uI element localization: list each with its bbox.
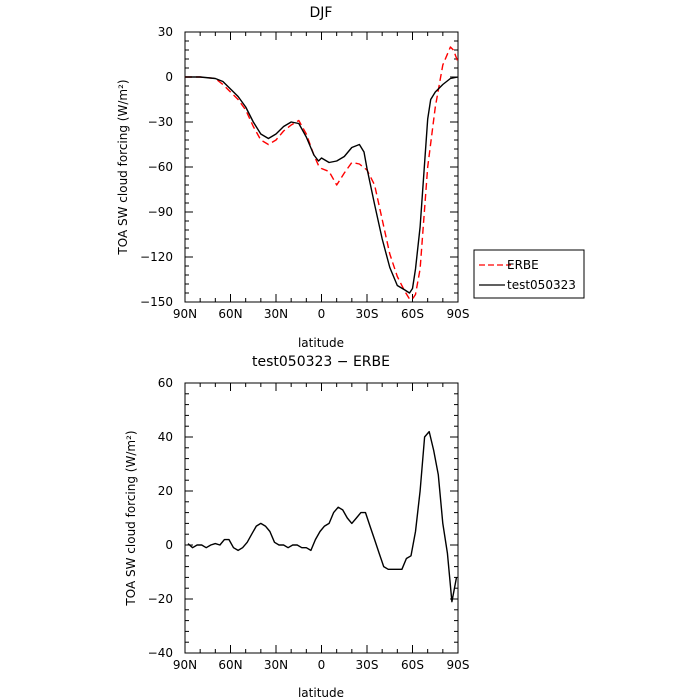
bottom-x-tick-label: 60N	[218, 658, 242, 672]
top-x-tick-label: 0	[318, 307, 326, 321]
bottom-chart-title: test050323 − ERBE	[252, 354, 390, 370]
top-y-tick-label: −30	[148, 115, 173, 129]
top-x-tick-label: 60S	[401, 307, 424, 321]
bottom-y-tick-label: 20	[158, 484, 173, 498]
top-panel: 90N 60N 30N 0 30S 60S 90S 30 0 −30 −60 −90 −120 −150	[140, 25, 469, 321]
bottom-x-tick-label: 30S	[356, 658, 379, 672]
top-x-tick-label: 30S	[356, 307, 379, 321]
bottom-x-tick-label: 90S	[447, 658, 470, 672]
bottom-y-axis-label: TOA SW cloud forcing (W/m²)	[124, 430, 138, 606]
bottom-x-tick-label: 30N	[264, 658, 288, 672]
bottom-x-tick-label: 0	[318, 658, 326, 672]
top-x-tick-label: 30N	[264, 307, 288, 321]
legend: ERBE test050323	[473, 249, 585, 299]
top-x-tick-label: 60N	[218, 307, 242, 321]
top-chart-title: DJF	[310, 5, 333, 21]
legend-box	[473, 249, 585, 299]
bottom-y-tick-label: −20	[148, 592, 173, 606]
bottom-x-axis-label: latitude	[298, 686, 344, 700]
top-y-tick-label: −90	[148, 205, 173, 219]
bottom-panel: 90N 60N 30N 0 30S 60S 90S 60 40 20 0 −20 −40	[148, 376, 470, 672]
top-series-line-test050323	[185, 76, 459, 294]
top-y-tick-label: −120	[140, 250, 173, 264]
top-y-tick-label: −150	[140, 295, 173, 309]
bottom-y-tick-label: 60	[158, 376, 173, 390]
bottom-y-tick-label: 40	[158, 430, 173, 444]
top-plot-frame	[184, 31, 459, 303]
top-x-tick-label: 90N	[173, 307, 197, 321]
bottom-y-tick-label: −40	[148, 646, 173, 660]
top-x-axis-label: latitude	[298, 336, 344, 350]
top-y-axis-label: TOA SW cloud forcing (W/m²)	[116, 79, 130, 255]
top-x-tick-label: 90S	[447, 307, 470, 321]
legend-model-label: test050323	[507, 278, 576, 292]
legend-erbe-label: ERBE	[507, 258, 539, 272]
bottom-y-tick-label: 0	[165, 538, 173, 552]
bottom-x-tick-label: 90N	[173, 658, 197, 672]
bottom-series-line-difference	[187, 430, 458, 603]
bottom-x-tick-label: 60S	[401, 658, 424, 672]
top-series-line-erbe	[185, 46, 459, 300]
top-y-tick-label: 0	[165, 70, 173, 84]
top-y-tick-label: −60	[148, 160, 173, 174]
top-y-tick-label: 30	[158, 25, 173, 39]
